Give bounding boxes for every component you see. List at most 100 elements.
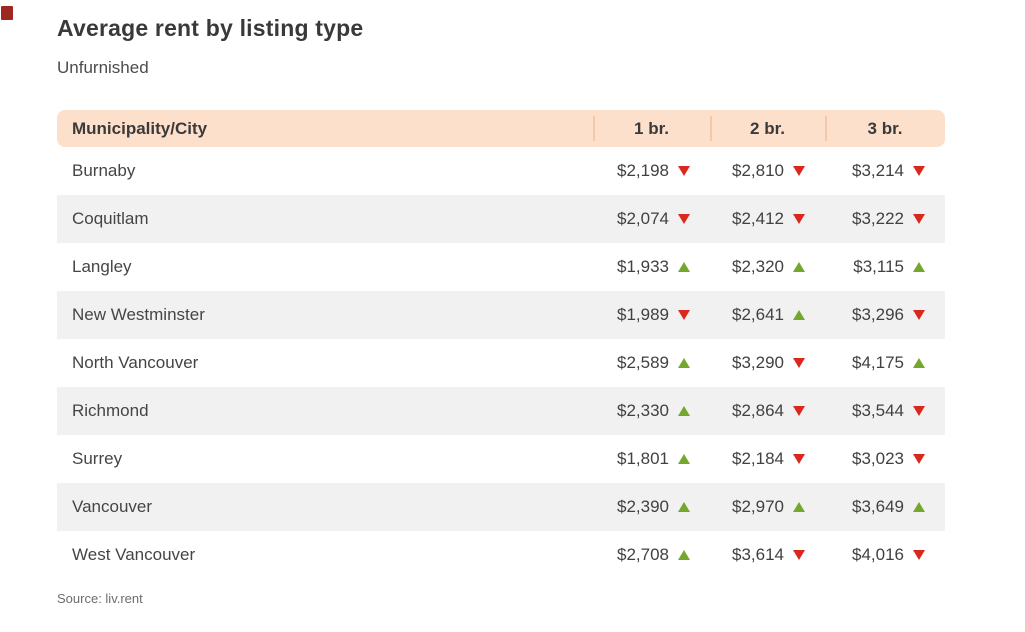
- rent-cell-1br: $1,933: [593, 257, 710, 277]
- city-name: Surrey: [72, 449, 123, 468]
- table-row: West Vancouver $2,708 $3,614 $4,016: [57, 531, 945, 579]
- trend-down-icon: [913, 310, 925, 320]
- rent-value: $3,214: [852, 161, 904, 180]
- rent-value: $2,330: [617, 401, 669, 420]
- rent-value: $3,023: [852, 449, 904, 468]
- rent-cell-1br: $2,390: [593, 497, 710, 517]
- table-row: Richmond $2,330 $2,864 $3,544: [57, 387, 945, 435]
- rent-value: $2,864: [732, 401, 784, 420]
- trend-up-icon: [678, 502, 690, 512]
- rent-cell-3br: $4,016: [825, 545, 945, 565]
- rent-cell-1br: $2,198: [593, 161, 710, 181]
- rent-value: $3,296: [852, 305, 904, 324]
- trend-up-icon: [793, 502, 805, 512]
- rent-cell-1br: $2,589: [593, 353, 710, 373]
- rent-cell-2br: $2,184: [710, 449, 825, 469]
- rent-value: $4,016: [852, 545, 904, 564]
- city-name: Richmond: [72, 401, 149, 420]
- rent-cell-3br: $3,115: [825, 257, 945, 277]
- rent-value: $2,641: [732, 305, 784, 324]
- rent-cell-2br: $2,412: [710, 209, 825, 229]
- table-row: Langley $1,933 $2,320 $3,115: [57, 243, 945, 291]
- table-body: Burnaby $2,198 $2,810 $3,214 Coquitlam $…: [57, 147, 945, 579]
- rent-cell-2br: $2,641: [710, 305, 825, 325]
- rent-cell-1br: $2,074: [593, 209, 710, 229]
- trend-up-icon: [678, 550, 690, 560]
- rent-cell-2br: $2,810: [710, 161, 825, 181]
- trend-down-icon: [793, 406, 805, 416]
- trend-down-icon: [678, 214, 690, 224]
- trend-down-icon: [678, 310, 690, 320]
- trend-down-icon: [913, 454, 925, 464]
- trend-up-icon: [678, 454, 690, 464]
- rent-table: Municipality/City 1 br. 2 br. 3 br. Burn…: [57, 110, 945, 579]
- column-header-3br: 3 br.: [825, 110, 945, 147]
- rent-value: $4,175: [852, 353, 904, 372]
- page-title: Average rent by listing type: [57, 15, 364, 41]
- city-name: New Westminster: [72, 305, 205, 324]
- rent-value: $3,115: [853, 257, 904, 276]
- rent-value: $3,290: [732, 353, 784, 372]
- rent-cell-1br: $2,708: [593, 545, 710, 565]
- city-name: North Vancouver: [72, 353, 199, 372]
- rent-value: $3,222: [852, 209, 904, 228]
- rent-value: $2,412: [732, 209, 784, 228]
- rent-value: $2,390: [617, 497, 669, 516]
- rent-cell-2br: $2,970: [710, 497, 825, 517]
- rent-cell-1br: $1,801: [593, 449, 710, 469]
- column-header-2br: 2 br.: [710, 110, 825, 147]
- rent-value: $1,989: [617, 305, 669, 324]
- rent-cell-3br: $3,023: [825, 449, 945, 469]
- rent-value: $2,074: [617, 209, 669, 228]
- rent-value: $2,198: [617, 161, 669, 180]
- trend-up-icon: [793, 310, 805, 320]
- corner-mark-icon: [1, 6, 13, 20]
- rent-value: $2,320: [732, 257, 784, 276]
- rent-value: $1,933: [617, 257, 669, 276]
- city-name: Coquitlam: [72, 209, 149, 228]
- rent-value: $2,708: [617, 545, 669, 564]
- rent-value: $3,614: [732, 545, 784, 564]
- rent-cell-3br: $3,222: [825, 209, 945, 229]
- trend-up-icon: [678, 358, 690, 368]
- table-row: Vancouver $2,390 $2,970 $3,649: [57, 483, 945, 531]
- rent-cell-2br: $2,864: [710, 401, 825, 421]
- trend-down-icon: [678, 166, 690, 176]
- trend-up-icon: [678, 262, 690, 272]
- trend-up-icon: [793, 262, 805, 272]
- table-row: New Westminster $1,989 $2,641 $3,296: [57, 291, 945, 339]
- rent-cell-1br: $1,989: [593, 305, 710, 325]
- column-header-1br: 1 br.: [593, 110, 710, 147]
- rent-cell-2br: $3,290: [710, 353, 825, 373]
- column-header-city: Municipality/City: [72, 118, 208, 138]
- table-header: Municipality/City 1 br. 2 br. 3 br.: [57, 110, 945, 147]
- source-attribution: Source: liv.rent: [57, 591, 143, 606]
- rent-cell-3br: $3,649: [825, 497, 945, 517]
- page-subtitle: Unfurnished: [57, 58, 149, 77]
- city-name: Vancouver: [72, 497, 153, 516]
- rent-cell-3br: $4,175: [825, 353, 945, 373]
- rent-cell-2br: $2,320: [710, 257, 825, 277]
- trend-down-icon: [913, 550, 925, 560]
- rent-value: $2,184: [732, 449, 784, 468]
- rent-cell-3br: $3,296: [825, 305, 945, 325]
- trend-up-icon: [913, 502, 925, 512]
- rent-cell-3br: $3,544: [825, 401, 945, 421]
- rent-value: $2,970: [732, 497, 784, 516]
- trend-down-icon: [793, 214, 805, 224]
- rent-value: $1,801: [617, 449, 669, 468]
- rent-value: $3,544: [852, 401, 904, 420]
- rent-value: $2,589: [617, 353, 669, 372]
- table-row: Burnaby $2,198 $2,810 $3,214: [57, 147, 945, 195]
- city-name: Burnaby: [72, 161, 136, 180]
- trend-down-icon: [793, 166, 805, 176]
- trend-down-icon: [793, 454, 805, 464]
- trend-up-icon: [678, 406, 690, 416]
- rent-value: $3,649: [852, 497, 904, 516]
- trend-down-icon: [913, 406, 925, 416]
- city-name: West Vancouver: [72, 545, 196, 564]
- rent-cell-3br: $3,214: [825, 161, 945, 181]
- rent-cell-2br: $3,614: [710, 545, 825, 565]
- city-name: Langley: [72, 257, 132, 276]
- trend-down-icon: [793, 358, 805, 368]
